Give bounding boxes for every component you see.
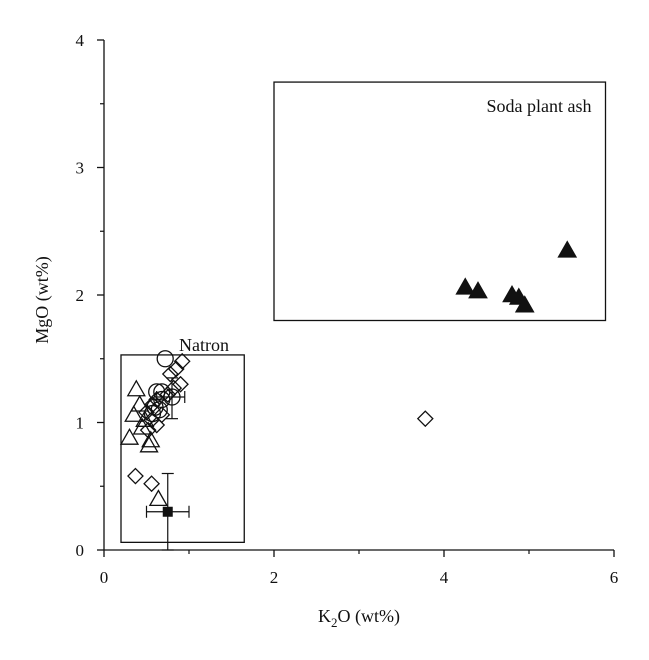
filled-triangle-marker: [468, 281, 488, 299]
region-label: Natron: [179, 335, 229, 355]
x-tick-label: 0: [100, 568, 109, 587]
region-box: [120, 354, 245, 543]
region-label: Soda plant ash: [487, 96, 592, 116]
open-triangle-marker: [124, 405, 144, 422]
circle-marker: [153, 383, 171, 401]
y-tick-label: 4: [76, 31, 85, 50]
y-axis-label: MgO (wt%): [32, 256, 53, 344]
y-tick-label: 3: [76, 159, 85, 178]
open-triangle-marker: [126, 379, 146, 397]
x-tick-label: 2: [270, 568, 279, 587]
y-tick-label: 0: [76, 541, 85, 560]
diamond-marker: [173, 352, 191, 370]
circle-marker: [156, 350, 174, 368]
diamond-marker: [416, 410, 434, 428]
filled-triangle-marker: [514, 295, 535, 313]
open-triangle-marker: [135, 410, 155, 427]
x-tick-label: 6: [610, 568, 619, 587]
filled-square-marker: [162, 506, 173, 517]
x-axis-label: K2O (wt%): [318, 606, 400, 630]
diamond-marker: [127, 467, 144, 485]
x-axis-label-rest: O (wt%): [338, 606, 400, 627]
filled-triangle-marker: [455, 277, 476, 295]
x-axis-ticks: 0 2 4 6: [100, 550, 619, 587]
diamond-marker: [143, 475, 161, 493]
y-axis-ticks: 0 1 2 3 4: [76, 31, 104, 560]
x-axis-label-subscript: 2: [331, 615, 338, 630]
filled-triangle-marker: [557, 240, 578, 258]
y-tick-label: 1: [76, 414, 85, 433]
diamond-marker: [161, 365, 179, 383]
y-tick-label: 2: [76, 286, 85, 305]
open-triangle-marker: [148, 489, 169, 507]
circle-marker: [163, 388, 181, 406]
circle-marker: [143, 404, 162, 423]
open-triangle-marker: [119, 427, 140, 445]
region-boxes: Natron Soda plant ash: [120, 81, 607, 543]
open-triangle-marker: [132, 417, 152, 435]
x-axis-label-main: K: [318, 606, 331, 626]
open-triangle-marker: [141, 430, 161, 448]
region-box: [273, 81, 607, 322]
x-tick-label: 4: [440, 568, 449, 587]
data-points: [119, 240, 578, 517]
open-triangle-marker: [139, 435, 159, 453]
open-triangle-marker: [130, 394, 150, 412]
